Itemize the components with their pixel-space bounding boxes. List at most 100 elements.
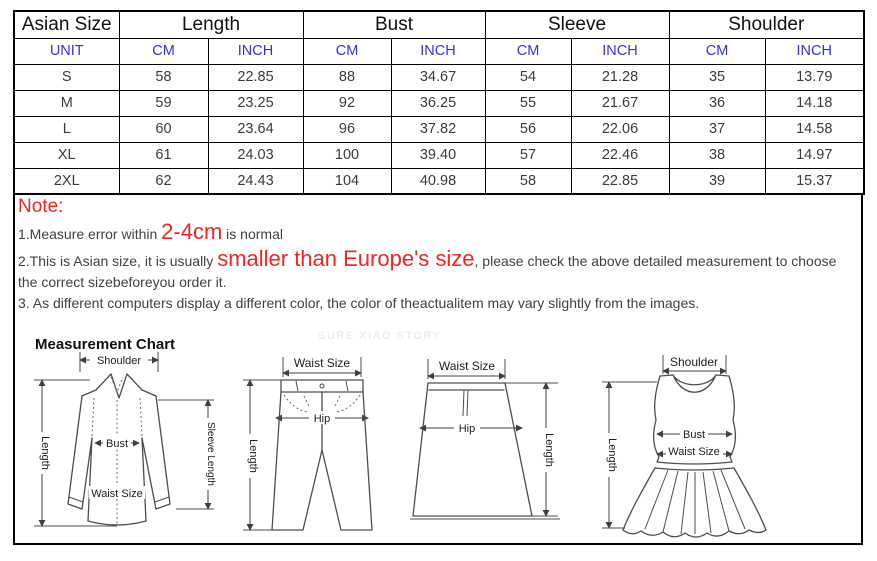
dress-waist-label: Waist Size <box>668 446 720 458</box>
table-row: XL 61 24.03 100 39.40 57 22.46 38 14.97 <box>13 141 865 169</box>
note-1-text: 1.Measure error within <box>18 226 162 242</box>
value-cell: 21.67 <box>570 89 670 117</box>
value-cell: 22.46 <box>570 141 670 169</box>
value-cell: 36.25 <box>390 89 486 117</box>
value-cell: 39.40 <box>390 141 486 169</box>
value-cell: 62 <box>118 167 209 195</box>
note-panel: Note: 1.Measure error within 2-4cm is no… <box>13 195 863 545</box>
measurement-chart-title: Measurement Chart <box>35 336 176 353</box>
unit-cell: INCH <box>390 37 486 65</box>
unit-cell: CM <box>118 37 209 65</box>
table-header-row: Asian Size Length Bust Sleeve Shoulder <box>13 10 865 39</box>
shirt-bust-label: Bust <box>106 438 128 450</box>
unit-cell: INCH <box>207 37 304 65</box>
value-cell: 100 <box>302 141 392 169</box>
value-cell: 22.85 <box>570 167 670 195</box>
note-2-text: 2.This is Asian size, it is usually <box>18 253 218 269</box>
value-cell: 38 <box>668 141 766 169</box>
shirt-waist-label: Waist Size <box>91 488 143 500</box>
value-cell: 54 <box>484 63 572 91</box>
size-cell: L <box>13 115 120 143</box>
value-cell: 14.58 <box>764 115 865 143</box>
unit-cell: CM <box>484 37 572 65</box>
skirt-length-label: Length <box>543 433 555 467</box>
dress-measurement-diagram: Shoulder Bust Waist Size Len <box>602 355 767 538</box>
dress-bust-label: Bust <box>683 429 705 441</box>
value-cell: 13.79 <box>764 63 865 91</box>
value-cell: 22.85 <box>207 63 304 91</box>
value-cell: 96 <box>302 115 392 143</box>
value-cell: 92 <box>302 89 392 117</box>
skirt-measurement-diagram: Waist Size Hip Length <box>410 359 560 520</box>
value-cell: 58 <box>484 167 572 195</box>
value-cell: 59 <box>118 89 209 117</box>
size-cell: 2XL <box>13 167 120 195</box>
value-cell: 15.37 <box>764 167 865 195</box>
note-1-highlight: 2-4cm <box>161 219 223 244</box>
skirt-waist-label: Waist Size <box>439 359 496 373</box>
shirt-sleeve-length-label: Sleeve Length <box>205 422 216 486</box>
value-cell: 39 <box>668 167 766 195</box>
note-item-2: 2.This is Asian size, it is usually smal… <box>18 248 855 293</box>
value-cell: 37.82 <box>390 115 486 143</box>
size-cell: XL <box>13 141 120 169</box>
size-cell: S <box>13 63 120 91</box>
pants-measurement-diagram: Waist Size Hip Length <box>243 356 373 531</box>
value-cell: 22.06 <box>570 115 670 143</box>
table-row: S 58 22.85 88 34.67 54 21.28 35 13.79 <box>13 63 865 91</box>
value-cell: 23.25 <box>207 89 304 117</box>
value-cell: 24.43 <box>207 167 304 195</box>
table-row: 2XL 62 24.43 104 40.98 58 22.85 39 15.37 <box>13 167 865 195</box>
store-watermark: SURE XIAO STORY <box>318 330 442 342</box>
shirt-measurement-diagram: Shoulder Length Sleeve Length Bust Waist… <box>34 352 216 527</box>
skirt-hip-label: Hip <box>459 423 476 435</box>
dress-shoulder-label: Shoulder <box>670 355 718 369</box>
value-cell: 21.28 <box>570 63 670 91</box>
value-cell: 14.97 <box>764 141 865 169</box>
value-cell: 61 <box>118 141 209 169</box>
note-title: Note: <box>18 196 64 217</box>
note-2-highlight: smaller than Europe's size <box>217 246 475 271</box>
note-2-suffix: , please check the above detailed measur… <box>18 253 837 290</box>
header-sleeve: Sleeve <box>484 10 670 39</box>
header-shoulder: Shoulder <box>668 10 865 39</box>
header-bust: Bust <box>302 10 486 39</box>
value-cell: 57 <box>484 141 572 169</box>
unit-cell: INCH <box>764 37 865 65</box>
value-cell: 24.03 <box>207 141 304 169</box>
unit-cell: CM <box>302 37 392 65</box>
value-cell: 37 <box>668 115 766 143</box>
unit-row: UNIT CM INCH CM INCH CM INCH CM INCH <box>13 37 865 65</box>
table-row: L 60 23.64 96 37.82 56 22.06 37 14.58 <box>13 115 865 143</box>
value-cell: 23.64 <box>207 115 304 143</box>
table-row: M 59 23.25 92 36.25 55 21.67 36 14.18 <box>13 89 865 117</box>
value-cell: 55 <box>484 89 572 117</box>
value-cell: 58 <box>118 63 209 91</box>
shirt-shoulder-label: Shoulder <box>97 355 141 367</box>
unit-cell: INCH <box>570 37 670 65</box>
note-1-suffix: is normal <box>222 226 283 242</box>
header-asian-size: Asian Size <box>13 10 120 39</box>
note-item-3: 3. As different computers display a diff… <box>18 295 700 311</box>
value-cell: 14.18 <box>764 89 865 117</box>
unit-label: UNIT <box>13 37 120 65</box>
value-cell: 40.98 <box>390 167 486 195</box>
value-cell: 60 <box>118 115 209 143</box>
pants-hip-label: Hip <box>314 413 331 425</box>
pants-waist-label: Waist Size <box>294 356 351 370</box>
value-cell: 56 <box>484 115 572 143</box>
value-cell: 34.67 <box>390 63 486 91</box>
note-item-1: 1.Measure error within 2-4cm is normal <box>18 221 855 245</box>
pants-length-label: Length <box>247 439 259 473</box>
size-chart-page: Asian Size Length Bust Sleeve Shoulder U… <box>13 10 866 545</box>
unit-cell: CM <box>668 37 766 65</box>
shirt-length-label: Length <box>39 436 51 470</box>
dress-length-label: Length <box>606 438 618 472</box>
size-table: Asian Size Length Bust Sleeve Shoulder U… <box>13 10 866 195</box>
value-cell: 88 <box>302 63 392 91</box>
size-cell: M <box>13 89 120 117</box>
header-length: Length <box>118 10 304 39</box>
value-cell: 36 <box>668 89 766 117</box>
value-cell: 35 <box>668 63 766 91</box>
value-cell: 104 <box>302 167 392 195</box>
